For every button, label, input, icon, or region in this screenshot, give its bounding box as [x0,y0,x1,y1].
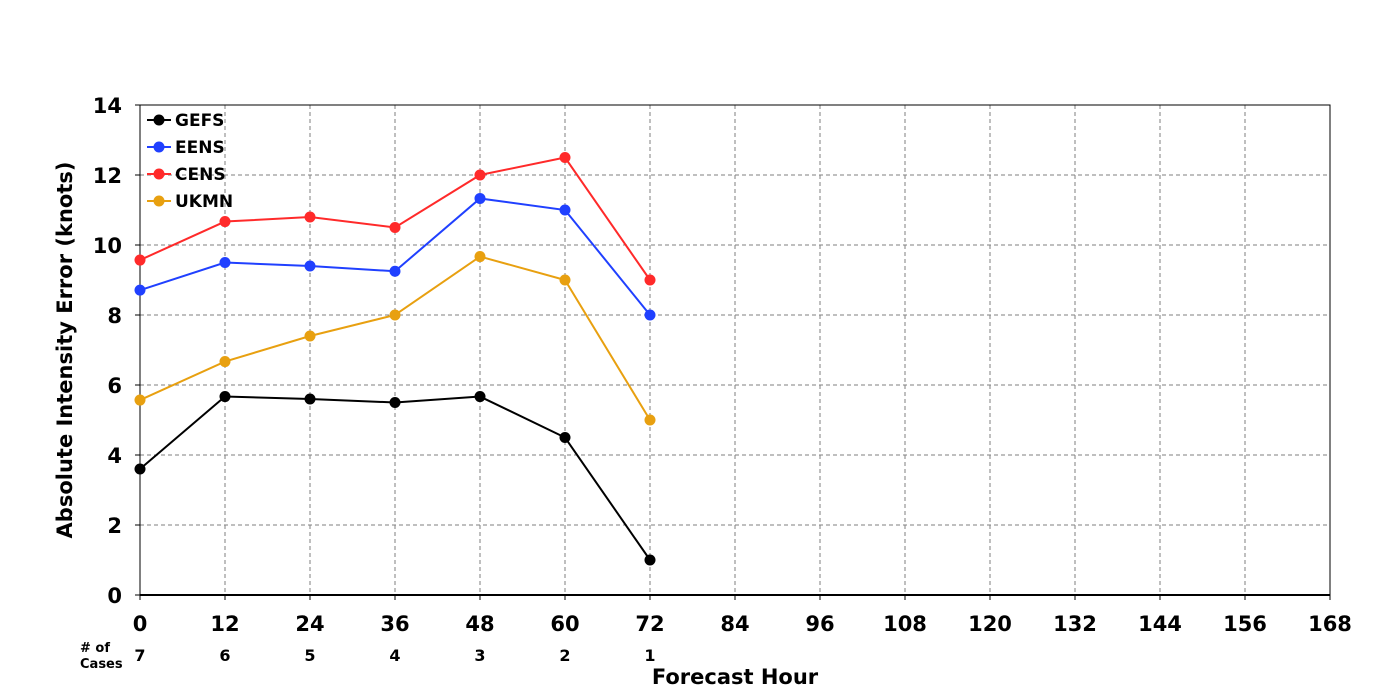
data-point-ukmn [559,274,571,286]
data-point-cens [474,169,486,181]
series-gefs [134,391,656,566]
x-tick-label: 96 [805,612,834,636]
legend-item-gefs: GEFS [147,111,224,131]
cases-count: 3 [474,646,485,665]
x-axis-title: Forecast Hour [652,665,819,689]
x-tick-label: 108 [883,612,927,636]
cases-count: 1 [644,646,655,665]
data-point-gefs [474,391,486,403]
x-tick-label: 48 [465,612,494,636]
x-tick-label: 120 [968,612,1012,636]
x-tick-label: 144 [1138,612,1182,636]
data-point-ukmn [474,251,486,263]
legend-item-eens: EENS [147,138,225,158]
data-point-cens [559,152,571,163]
data-point-eens [134,284,146,296]
data-point-ukmn [219,356,231,368]
cases-header-line1: # of [80,641,110,656]
x-tick-label: 0 [133,612,148,636]
legend: GEFS EENS CENS UKMN [147,111,233,212]
y-tick-label: 4 [107,444,122,468]
y-axis-ticks: 0 2 4 6 8 10 12 14 [93,94,140,608]
data-point-gefs [389,397,401,408]
legend-label: GEFS [175,111,224,131]
cases-count: 2 [559,646,570,665]
data-point-cens [304,211,316,223]
x-tick-label: 132 [1053,612,1097,636]
cases-row: # of Cases 7 6 5 4 3 2 1 [80,641,656,672]
data-point-eens [474,192,486,204]
data-point-ukmn [389,309,401,321]
data-point-eens [644,309,656,321]
x-axis-ticks: 0 12 24 36 48 60 72 84 96 108 120 132 144 156 168 [133,595,1352,636]
data-point-gefs [219,391,231,403]
y-tick-label: 10 [93,234,122,258]
data-point-eens [219,257,231,268]
data-point-eens [389,265,401,277]
legend-marker [153,195,165,207]
data-point-cens [219,216,231,228]
data-point-cens [644,274,656,286]
y-tick-label: 8 [107,304,122,328]
x-tick-label: 72 [635,612,664,636]
series-lines [134,152,656,566]
data-point-gefs [559,432,571,443]
x-tick-label: 60 [550,612,579,636]
grid-lines [140,105,1330,595]
x-tick-label: 24 [295,612,324,636]
legend-marker [153,168,165,180]
legend-marker [153,114,165,126]
x-tick-label: 84 [720,612,749,636]
data-point-ukmn [304,330,316,342]
cases-count: 4 [389,646,400,665]
data-point-ukmn [644,414,656,426]
series-cens [134,152,656,286]
data-point-cens [389,222,401,233]
legend-label: EENS [175,138,225,158]
series-eens [134,192,656,321]
data-point-ukmn [134,394,146,406]
x-tick-label: 156 [1223,612,1267,636]
y-tick-label: 12 [93,164,122,188]
y-tick-label: 6 [107,374,122,398]
legend-label: UKMN [175,192,233,212]
y-tick-label: 14 [93,94,122,118]
x-tick-label: 36 [380,612,409,636]
legend-item-cens: CENS [147,165,226,185]
data-point-gefs [644,554,656,566]
y-tick-label: 2 [107,514,122,538]
y-tick-label: 0 [107,584,122,608]
data-point-eens [559,204,571,216]
series-ukmn [134,251,656,426]
cases-count: 5 [304,646,315,665]
x-tick-label: 12 [210,612,239,636]
data-point-eens [304,260,316,272]
y-axis-title: Absolute Intensity Error (knots) [53,162,77,539]
x-tick-label: 168 [1308,612,1352,636]
legend-label: CENS [175,165,226,185]
data-point-gefs [134,463,146,475]
legend-item-ukmn: UKMN [147,192,233,212]
data-point-gefs [304,393,316,405]
cases-count: 6 [219,646,230,665]
data-point-cens [134,254,146,266]
cases-count: 7 [134,646,145,665]
cases-header-line2: Cases [80,657,123,672]
legend-marker [153,141,165,153]
